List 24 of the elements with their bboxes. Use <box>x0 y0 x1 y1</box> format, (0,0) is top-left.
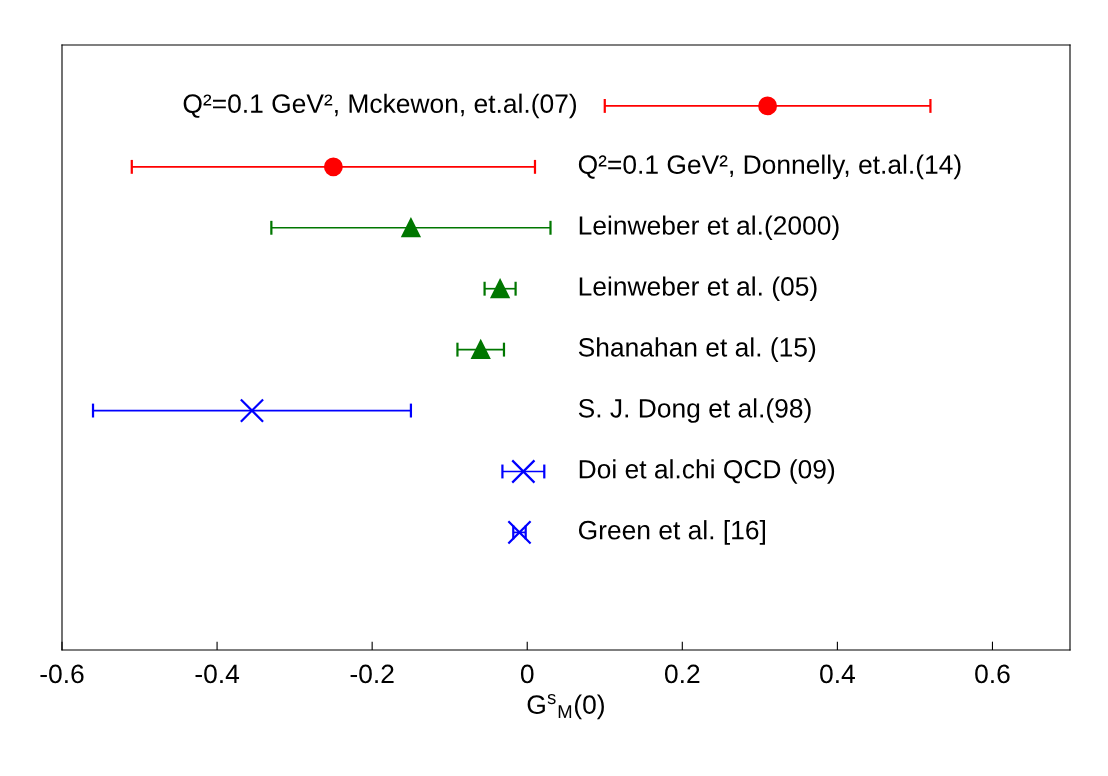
point <box>401 218 421 238</box>
point <box>490 279 510 299</box>
point <box>471 340 491 360</box>
x-tick-label: 0.2 <box>665 664 700 684</box>
x-tick-label: -0.2 <box>350 664 394 684</box>
y-tick-label: S. J. Dong et al.(98) <box>578 398 811 423</box>
y-tick-label: Q²=0.1 GeV², Donnelly, et.al.(14) <box>578 154 961 180</box>
y-tick-label: Leinweber et al.(2000) <box>579 215 839 241</box>
y-tick-label: Q²=0.1 GeV², Mckewon, et.al.(07) <box>183 93 577 119</box>
y-tick-label: Leinweber et al. (05) <box>579 276 817 301</box>
point <box>323 157 343 177</box>
x-tick-label: -0.6 <box>40 664 84 684</box>
x-tick-label: 0.6 <box>975 664 1010 684</box>
x-tick-label: 0.4 <box>820 664 855 684</box>
y-tick-label: Doi et al.chi QCD (09) <box>579 459 835 484</box>
point <box>239 398 265 423</box>
y-tick-label: Green et al. [16] <box>578 520 765 545</box>
x-tick-label: -0.4 <box>195 664 240 684</box>
point <box>511 459 536 484</box>
y-tick-label: Shanahan et al. (15) <box>578 337 816 362</box>
x-tick-label: 0 <box>520 664 534 684</box>
point <box>507 520 532 545</box>
point <box>758 96 778 116</box>
x-axis-title: G$^{s}$$_{M}$(0) <box>527 694 604 720</box>
